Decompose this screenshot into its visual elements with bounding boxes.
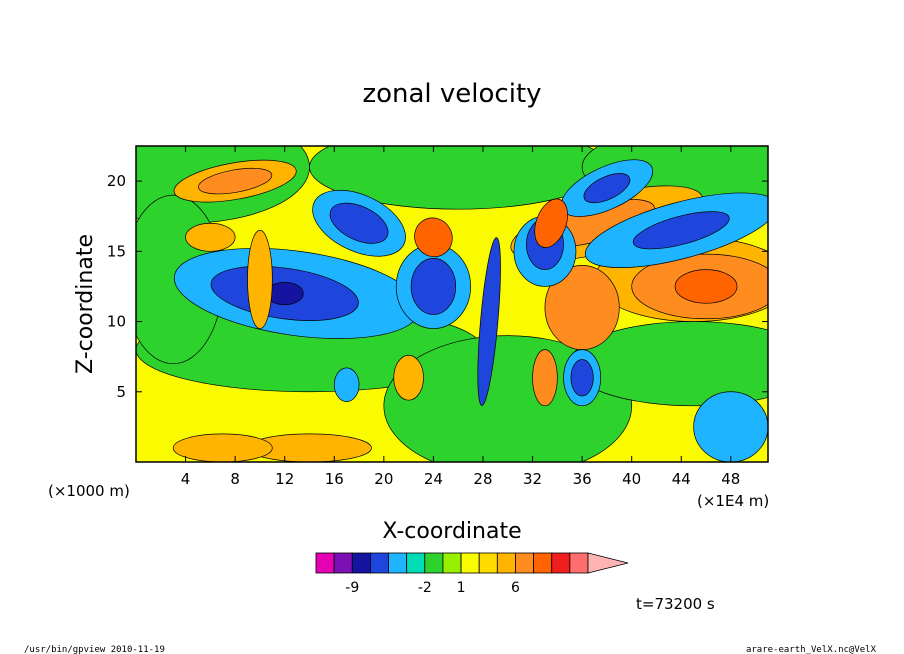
contour-region xyxy=(693,391,768,462)
colorbar-label: 6 xyxy=(511,580,520,596)
time-label: t=73200 s xyxy=(636,595,715,613)
y-axis: 5 10 15 20 xyxy=(107,172,768,401)
colorbar-label: -9 xyxy=(345,580,359,596)
colorbar-swatch xyxy=(406,552,426,574)
colorbar-swatch xyxy=(496,552,516,574)
contour-region xyxy=(534,198,568,248)
colorbar-label: 1 xyxy=(457,580,466,596)
x-tick-label: 16 xyxy=(325,470,344,488)
plot-area xyxy=(136,146,768,462)
colorbar-swatch xyxy=(315,552,335,574)
x-tick-label: 44 xyxy=(672,470,691,488)
chart-title: zonal velocity xyxy=(362,79,541,109)
y-tick-label: 5 xyxy=(116,383,126,401)
contour-region xyxy=(198,167,273,195)
y-tick-label: 10 xyxy=(107,313,126,331)
x-tick-label: 12 xyxy=(275,470,294,488)
contour-region xyxy=(393,354,424,401)
footer-left: /usr/bin/gpview 2010-11-19 xyxy=(24,645,165,654)
x-tick-label: 28 xyxy=(473,470,492,488)
contour-region xyxy=(583,173,631,204)
contour-region xyxy=(477,237,501,406)
colorbar-label: -2 xyxy=(418,580,432,596)
y-tick-label: 20 xyxy=(107,172,126,190)
contour-region xyxy=(570,359,594,397)
contour-region xyxy=(329,202,389,244)
colorbar-labels: -9 -2 1 6 xyxy=(345,580,520,596)
y-tick-label: 15 xyxy=(107,242,126,260)
contour-region xyxy=(172,433,273,462)
colorbar-arrow xyxy=(587,552,629,574)
contour-region xyxy=(333,367,360,402)
x-tick-label: 8 xyxy=(230,470,240,488)
contour-region xyxy=(414,217,453,258)
contour-region xyxy=(410,258,457,315)
colorbar-swatch xyxy=(460,552,480,574)
colorbar-swatch xyxy=(478,552,498,574)
contour-region xyxy=(674,269,738,304)
x-unit-label: (×1000 m) xyxy=(48,482,130,500)
x-axis-title: X-coordinate xyxy=(382,519,521,544)
plot-frame xyxy=(135,145,769,463)
contour-region xyxy=(247,229,273,329)
colorbar-swatch xyxy=(533,552,553,574)
x-axis: 4 8 12 16 20 24 28 32 36 40 44 48 xyxy=(181,146,740,488)
x-tick-label: 20 xyxy=(374,470,393,488)
y-axis-title: Z-coordinate xyxy=(73,234,98,374)
x-tick-label: 32 xyxy=(523,470,542,488)
colorbar-swatch xyxy=(424,552,444,574)
contour-region xyxy=(632,211,730,250)
colorbar-swatch xyxy=(351,552,371,574)
colorbar-swatch xyxy=(369,552,389,574)
colorbar-swatch xyxy=(569,552,589,574)
x-tick-label: 48 xyxy=(721,470,740,488)
x-tick-label: 4 xyxy=(181,470,191,488)
x-unit-right-label: (×1E4 m) xyxy=(697,492,769,510)
colorbar-swatch xyxy=(388,552,408,574)
colorbar xyxy=(315,552,629,574)
footer-right: arare-earth_VelX.nc@VelX xyxy=(746,645,877,654)
x-tick-label: 24 xyxy=(424,470,443,488)
colorbar-swatch xyxy=(333,552,353,574)
x-tick-label: 40 xyxy=(622,470,641,488)
colorbar-swatch xyxy=(551,552,571,574)
colorbar-swatch xyxy=(442,552,462,574)
x-tick-label: 36 xyxy=(573,470,592,488)
contour-region xyxy=(532,349,558,407)
colorbar-swatch xyxy=(515,552,535,574)
contour-region xyxy=(185,222,236,252)
